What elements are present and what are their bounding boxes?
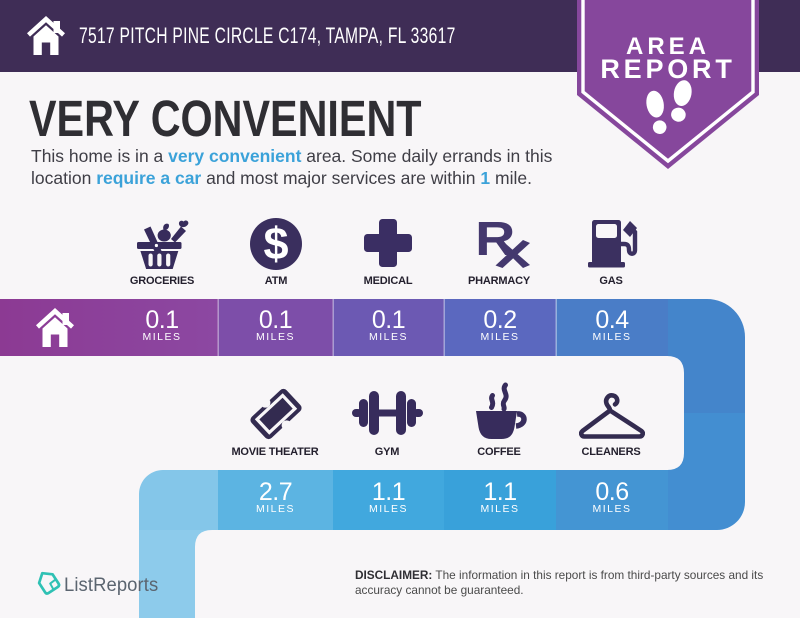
svg-text:AREA: AREA [626,33,710,60]
svg-text:$: $ [263,218,288,269]
svg-text:REPORT: REPORT [600,54,735,84]
